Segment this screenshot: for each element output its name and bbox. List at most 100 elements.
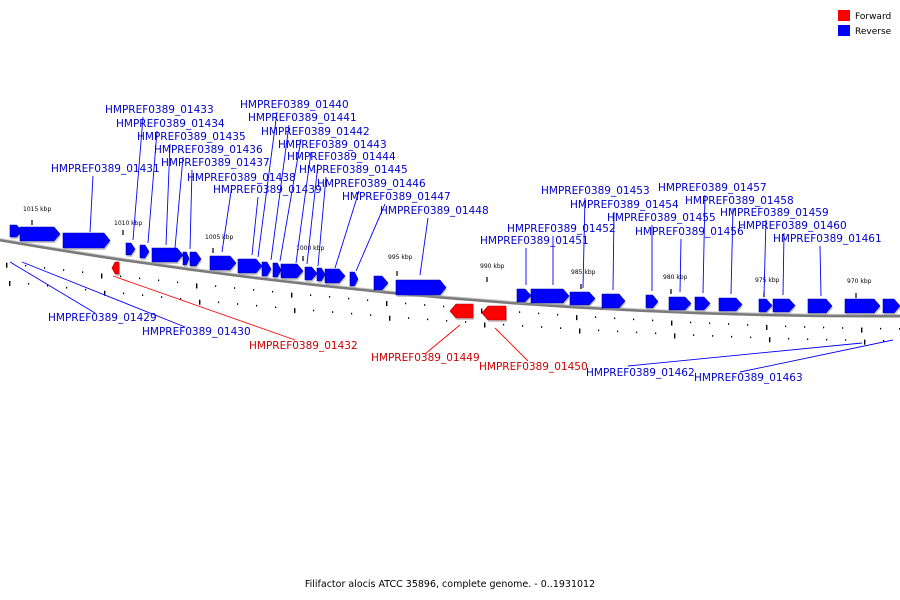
- gene-arrow-hmpref0389_01432[interactable]: [111, 261, 120, 275]
- ruler-dot: [408, 317, 410, 319]
- gene-label-hmpref0389_01441[interactable]: HMPREF0389_01441: [248, 112, 357, 124]
- gene-label-hmpref0389_01440[interactable]: HMPREF0389_01440: [240, 99, 349, 111]
- connector-hmpref0389_01429: [9, 261, 96, 314]
- gene-label-hmpref0389_01442[interactable]: HMPREF0389_01442: [261, 126, 370, 138]
- connector-hmpref0389_01430: [21, 261, 186, 328]
- gene-arrow-hmpref0389_01448[interactable]: [395, 279, 447, 296]
- ruler-dot: [576, 315, 578, 321]
- gene-label-hmpref0389_01444[interactable]: HMPREF0389_01444: [287, 151, 396, 163]
- gene-arrow-hmpref0389_01439[interactable]: [237, 258, 263, 274]
- gene-label-hmpref0389_01456[interactable]: HMPREF0389_01456: [635, 226, 744, 238]
- ruler-dot: [386, 301, 388, 307]
- gene-label-hmpref0389_01443[interactable]: HMPREF0389_01443: [278, 139, 387, 151]
- gene-label-hmpref0389_01431[interactable]: HMPREF0389_01431: [51, 163, 160, 175]
- connector-hmpref0389_01449: [424, 324, 461, 355]
- ruler-dot: [541, 326, 543, 328]
- gene-label-hmpref0389_01451[interactable]: HMPREF0389_01451: [480, 235, 589, 247]
- gene-label-hmpref0389_01461[interactable]: HMPREF0389_01461: [773, 233, 882, 245]
- gene-label-hmpref0389_01458[interactable]: HMPREF0389_01458: [685, 195, 794, 207]
- ruler-dot: [481, 308, 483, 314]
- gene-label-hmpref0389_01447[interactable]: HMPREF0389_01447: [342, 191, 451, 203]
- gene-label-hmpref0389_01445[interactable]: HMPREF0389_01445: [299, 164, 408, 176]
- gene-label-hmpref0389_01455[interactable]: HMPREF0389_01455: [607, 212, 716, 224]
- gene-arrow-hmpref0389_01440[interactable]: [261, 261, 272, 277]
- ruler-dot: [123, 292, 125, 295]
- gene-arrow-hmpref0389_01461[interactable]: [807, 298, 833, 314]
- ruler-dot: [199, 299, 201, 305]
- gene-label-hmpref0389_01462[interactable]: HMPREF0389_01462: [586, 367, 695, 379]
- gene-arrow-hmpref0389_01456[interactable]: [668, 296, 692, 311]
- gene-arrow-hmpref0389_01435[interactable]: [151, 247, 184, 263]
- gene-label-hmpref0389_01454[interactable]: HMPREF0389_01454: [570, 199, 679, 211]
- gene-arrow-hmpref0389_01434[interactable]: [139, 244, 150, 259]
- connector-hmpref0389_01432: [112, 275, 296, 341]
- gene-label-hmpref0389_01434[interactable]: HMPREF0389_01434: [116, 118, 225, 130]
- gene-arrow-hmpref0389_01437[interactable]: [189, 251, 202, 267]
- gene-arrow-hmpref0389_01459[interactable]: [758, 298, 773, 313]
- ruler-dot: [503, 323, 505, 326]
- gene-label-hmpref0389_01459[interactable]: HMPREF0389_01459: [720, 207, 829, 219]
- gene-arrow-hmpref0389_01433[interactable]: [125, 242, 136, 256]
- gene-label-hmpref0389_01446[interactable]: HMPREF0389_01446: [317, 178, 426, 190]
- gene-label-hmpref0389_01435[interactable]: HMPREF0389_01435: [137, 131, 246, 143]
- ruler-dot: [85, 288, 87, 291]
- gene-arrow-hmpref0389_01442[interactable]: [280, 263, 304, 279]
- gene-label-hmpref0389_01463[interactable]: HMPREF0389_01463: [694, 372, 803, 384]
- ruler-dot: [633, 318, 635, 321]
- gene-arrow-hmpref0389_01436[interactable]: [182, 251, 190, 266]
- ruler-dot: [215, 285, 217, 287]
- gene-label-hmpref0389_01437[interactable]: HMPREF0389_01437: [161, 157, 270, 169]
- gene-arrow-hmpref0389_01443[interactable]: [304, 266, 318, 281]
- gene-label-hmpref0389_01457[interactable]: HMPREF0389_01457: [658, 182, 767, 194]
- gene-label-hmpref0389_01429[interactable]: HMPREF0389_01429: [48, 312, 157, 324]
- gene-arrow-hmpref0389_01450[interactable]: [481, 305, 507, 321]
- gene-arrow-hmpref0389_01446[interactable]: [349, 271, 359, 287]
- gene-arrow-hmpref0389_01454[interactable]: [601, 293, 626, 309]
- gene-arrow-hmpref0389_01462[interactable]: [844, 298, 881, 314]
- gene-arrow-hmpref0389_01444[interactable]: [316, 267, 326, 282]
- gene-arrow-hmpref0389_01447[interactable]: [373, 275, 389, 291]
- ruler-dot: [370, 314, 372, 316]
- gene-label-hmpref0389_01430[interactable]: HMPREF0389_01430: [142, 326, 251, 338]
- ruler-dot: [674, 333, 676, 339]
- gene-arrow-hmpref0389_01457[interactable]: [694, 296, 711, 311]
- ruler-dot: [427, 318, 429, 321]
- ruler-dot: [63, 269, 65, 271]
- gene-label-hmpref0389_01449[interactable]: HMPREF0389_01449: [371, 352, 480, 364]
- gene-arrow-hmpref0389_01452[interactable]: [530, 288, 570, 304]
- ruler-dot: [348, 297, 350, 300]
- ruler-dot: [636, 331, 638, 334]
- gene-arrow-hmpref0389_01463[interactable]: [882, 298, 900, 314]
- ruler-dot: [389, 315, 391, 321]
- ruler-dot: [750, 336, 752, 339]
- gene-arrow-hmpref0389_01453[interactable]: [569, 291, 596, 306]
- ruler-dot: [579, 328, 581, 334]
- ruler-dot: [823, 326, 825, 329]
- gene-arrow-hmpref0389_01438[interactable]: [209, 255, 237, 271]
- gene-label-hmpref0389_01436[interactable]: HMPREF0389_01436: [154, 144, 263, 156]
- gene-arrow-hmpref0389_01441[interactable]: [272, 262, 282, 278]
- gene-label-hmpref0389_01450[interactable]: HMPREF0389_01450: [479, 361, 588, 373]
- ruler-dot: [883, 339, 885, 342]
- gene-label-hmpref0389_01438[interactable]: HMPREF0389_01438: [187, 172, 296, 184]
- gene-label-hmpref0389_01452[interactable]: HMPREF0389_01452: [507, 223, 616, 235]
- gene-label-hmpref0389_01439[interactable]: HMPREF0389_01439: [213, 184, 322, 196]
- gene-label-hmpref0389_01432[interactable]: HMPREF0389_01432: [249, 340, 358, 352]
- gene-arrow-hmpref0389_01430[interactable]: [19, 226, 61, 242]
- gene-label-hmpref0389_01453[interactable]: HMPREF0389_01453: [541, 185, 650, 197]
- gene-arrow-hmpref0389_01460[interactable]: [772, 298, 796, 313]
- gene-arrow-hmpref0389_01431[interactable]: [62, 232, 111, 249]
- gene-arrow-hmpref0389_01429[interactable]: [9, 224, 23, 238]
- gene-label-hmpref0389_01433[interactable]: HMPREF0389_01433: [105, 104, 214, 116]
- ruler-dot: [66, 286, 68, 289]
- gene-arrow-hmpref0389_01455[interactable]: [645, 294, 659, 309]
- gene-arrow-hmpref0389_01449[interactable]: [449, 303, 474, 319]
- gene-arrow-hmpref0389_01451[interactable]: [516, 288, 532, 303]
- ruler-dot: [177, 281, 179, 284]
- ruler-dot: [25, 264, 27, 267]
- gene-label-hmpref0389_01460[interactable]: HMPREF0389_01460: [738, 220, 847, 232]
- connector-hmpref0389_01445: [317, 176, 327, 267]
- gene-arrow-hmpref0389_01458[interactable]: [718, 297, 743, 312]
- gene-arrow-hmpref0389_01445[interactable]: [324, 268, 346, 284]
- gene-label-hmpref0389_01448[interactable]: HMPREF0389_01448: [380, 205, 489, 217]
